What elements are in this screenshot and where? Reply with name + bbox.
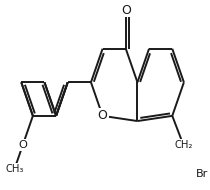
Text: O: O <box>18 140 27 150</box>
Text: Br: Br <box>196 169 208 179</box>
Text: O: O <box>98 109 108 122</box>
Text: CH₃: CH₃ <box>5 164 24 174</box>
Text: O: O <box>121 3 131 17</box>
Text: CH₂: CH₂ <box>174 140 192 150</box>
